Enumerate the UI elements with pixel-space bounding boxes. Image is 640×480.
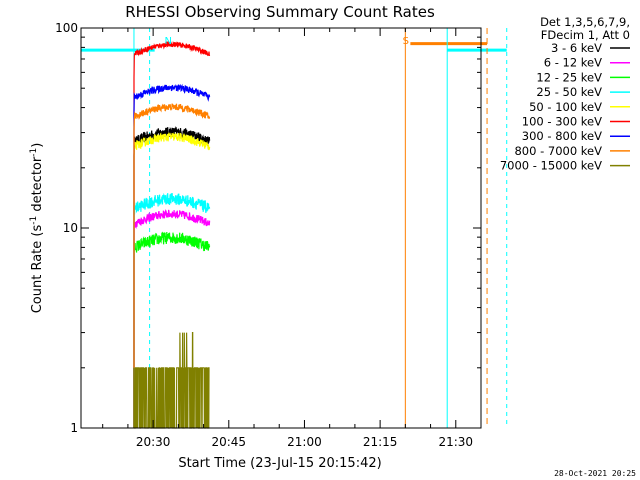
series-line-5 — [133, 132, 211, 428]
plot-axes-layer: N S 1 10 100 20:30 20:45 21:00 21:15 21:30 — [55, 21, 482, 449]
y-tick-label-10: 10 — [63, 221, 78, 235]
series-line-7 — [133, 83, 211, 428]
y-axis-label-part-3: ) — [30, 143, 45, 148]
flag-label-s: S — [403, 36, 409, 47]
legend-label-8: 800 - 7000 keV — [514, 144, 602, 158]
y-axis-label: Count Rate (s-1 detector-1) — [29, 143, 45, 314]
x-tick-label: 21:30 — [438, 435, 473, 449]
series-line-3 — [133, 231, 211, 428]
legend-header-line-2: FDecim 1, Att 0 — [541, 28, 630, 42]
x-axis-label: Start Time (23-Jul-15 20:15:42) — [178, 456, 381, 471]
legend-header-line-1: Det 1,3,5,6,7,9, — [540, 15, 630, 29]
y-axis-label-sup-2: -1 — [29, 148, 39, 157]
series-line-6 — [133, 40, 211, 428]
legend-label-9: 7000 - 15000 keV — [500, 159, 602, 173]
generation-timestamp: 28-Oct-2021 20:25 — [554, 469, 636, 478]
legend: Det 1,3,5,6,7,9,FDecim 1, Att 03 - 6 keV… — [500, 15, 630, 173]
x-tick-label: 21:00 — [287, 435, 322, 449]
y-axis-label-sup-1: -1 — [29, 216, 39, 225]
y-tick-label-1: 1 — [70, 421, 78, 435]
plot-data-layer — [81, 28, 508, 429]
y-axis-label-part-1: Count Rate (s — [30, 225, 45, 314]
legend-label-3: 12 - 25 keV — [536, 70, 602, 84]
legend-label-6: 100 - 300 keV — [522, 115, 602, 129]
chart-title: RHESSI Observing Summary Count Rates — [125, 3, 435, 21]
series-line-9 — [133, 332, 210, 429]
legend-label-7: 300 - 800 keV — [522, 129, 602, 143]
series-line-2 — [133, 209, 211, 428]
x-tick-label: 20:45 — [211, 435, 246, 449]
legend-label-1: 3 - 6 keV — [551, 41, 602, 55]
x-tick-label: 20:30 — [136, 435, 171, 449]
y-tick-label-100: 100 — [55, 21, 78, 35]
flag-label-n: N — [165, 36, 172, 47]
legend-label-2: 6 - 12 keV — [544, 56, 602, 70]
series-line-4 — [133, 192, 211, 428]
series-line-8 — [133, 103, 211, 428]
legend-label-5: 50 - 100 keV — [529, 100, 602, 114]
legend-label-4: 25 - 50 keV — [536, 85, 602, 99]
x-tick-label: 21:15 — [363, 435, 398, 449]
y-axis-label-part-2: detector — [30, 156, 45, 216]
